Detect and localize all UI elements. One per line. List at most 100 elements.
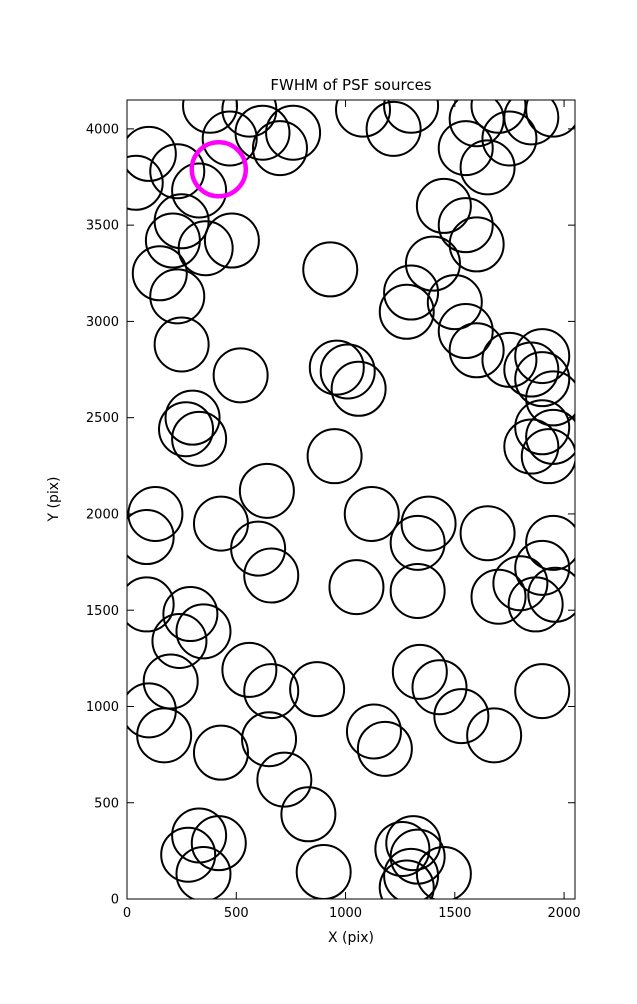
y-tick-label: 3500 xyxy=(86,219,119,234)
psf-source-circle xyxy=(389,562,446,619)
psf-circles-layer xyxy=(127,100,575,899)
psf-source-circle xyxy=(448,322,505,379)
y-tick-label: 4000 xyxy=(86,122,119,137)
psf-source-circle xyxy=(411,659,468,716)
psf-source-circle xyxy=(175,603,232,660)
psf-source-circle xyxy=(343,485,400,542)
psf-source-circle xyxy=(230,520,287,577)
y-axis-label: Y (pix) xyxy=(46,477,62,523)
psf-source-circle xyxy=(492,555,549,612)
psf-source-circle xyxy=(241,711,298,768)
psf-source-circle xyxy=(127,154,164,211)
psf-source-circle xyxy=(127,509,175,566)
x-tick-label: 1000 xyxy=(329,906,362,921)
psf-source-circle xyxy=(514,351,571,408)
psf-source-circle xyxy=(306,428,363,485)
psf-source-circle xyxy=(280,786,337,843)
psf-source-circle xyxy=(503,341,560,398)
psf-source-circle xyxy=(391,643,448,700)
x-axis-label: X (pix) xyxy=(328,930,374,946)
psf-source-circle xyxy=(330,360,387,417)
psf-source-circle xyxy=(378,859,435,899)
psf-source-circle xyxy=(525,514,575,571)
psf-source-circle xyxy=(171,162,228,219)
psf-source-circle xyxy=(365,100,422,157)
x-tick-label: 0 xyxy=(123,906,131,921)
psf-source-circle xyxy=(127,125,177,182)
psf-source-circle xyxy=(192,724,249,781)
psf-source-circle xyxy=(175,845,232,899)
psf-source-circle xyxy=(238,462,295,519)
psf-source-circle xyxy=(527,566,575,623)
psf-source-circle xyxy=(433,688,490,745)
ticks-layer xyxy=(126,100,575,900)
psf-source-circle xyxy=(308,339,365,396)
psf-source-circle xyxy=(400,495,457,552)
psf-source-circle xyxy=(136,707,193,764)
psf-source-circle xyxy=(525,100,575,138)
psf-source-circle xyxy=(182,100,239,134)
psf-source-circle xyxy=(466,707,523,764)
psf-source-circle xyxy=(389,514,446,571)
psf-source-circle xyxy=(162,586,219,643)
psf-source-circle xyxy=(383,847,440,899)
psf-source-circle xyxy=(383,264,440,321)
psf-source-circle xyxy=(481,110,538,167)
psf-source-circle xyxy=(404,235,461,292)
psf-source-circle xyxy=(256,751,313,808)
psf-source-circle xyxy=(212,347,269,404)
psf-source-circle xyxy=(190,815,247,872)
psf-source-circle xyxy=(459,139,516,196)
psf-source-circle xyxy=(164,389,221,446)
psf-source-circle xyxy=(153,316,210,373)
psf-source-circle xyxy=(415,177,472,234)
psf-source-circle xyxy=(142,653,199,710)
chart-title: FWHM of PSF sources xyxy=(270,76,431,94)
y-tick-label: 1500 xyxy=(86,604,119,619)
psf-source-circle xyxy=(345,703,402,760)
psf-source-circle xyxy=(503,418,560,475)
psf-source-circle xyxy=(251,120,308,177)
psf-source-circle xyxy=(383,100,440,134)
psf-source-circle xyxy=(221,641,278,698)
psf-source-circle xyxy=(514,539,571,596)
psf-source-circle xyxy=(520,428,575,485)
y-tick-label: 1000 xyxy=(86,700,119,715)
psf-source-circle xyxy=(514,663,571,720)
y-tick-label: 2000 xyxy=(86,507,119,522)
psf-source-circle xyxy=(514,399,571,456)
x-tick-label: 2000 xyxy=(548,906,581,921)
y-tick-label: 3000 xyxy=(86,315,119,330)
x-tick-label: 1500 xyxy=(438,906,471,921)
psf-source-circle xyxy=(459,505,516,562)
psf-source-circle xyxy=(144,212,201,269)
psf-source-circle xyxy=(289,661,346,718)
psf-source-circle xyxy=(356,720,413,777)
psf-source-circle xyxy=(177,220,234,277)
psf-source-circle xyxy=(149,268,206,325)
psf-source-circle xyxy=(158,401,215,458)
psf-source-circle xyxy=(514,328,571,385)
plot-border xyxy=(126,99,576,900)
psf-source-circle xyxy=(151,613,208,670)
psf-source-circle xyxy=(160,826,217,883)
psf-source-circle xyxy=(295,844,352,899)
y-tick-label: 500 xyxy=(94,796,119,811)
psf-source-circle xyxy=(426,274,483,331)
psf-source-circle xyxy=(201,110,258,167)
psf-source-circle xyxy=(328,559,385,616)
psf-source-circle xyxy=(319,343,376,400)
psf-source-circle xyxy=(243,663,300,720)
psf-source-circle xyxy=(378,283,435,340)
psf-source-circle xyxy=(448,216,505,273)
psf-source-circle xyxy=(203,212,260,269)
y-tick-label: 2500 xyxy=(86,411,119,426)
psf-source-circle xyxy=(525,370,575,427)
psf-source-circle xyxy=(243,547,300,604)
x-tick-label: 500 xyxy=(224,906,249,921)
psf-source-circle xyxy=(127,682,177,739)
psf-source-circle xyxy=(470,568,527,625)
tick-labels-layer: 0 500 1000 1500 2000 0 500 1000 1500 2000 2500 3000… xyxy=(86,122,581,921)
y-tick-label: 0 xyxy=(111,893,119,908)
